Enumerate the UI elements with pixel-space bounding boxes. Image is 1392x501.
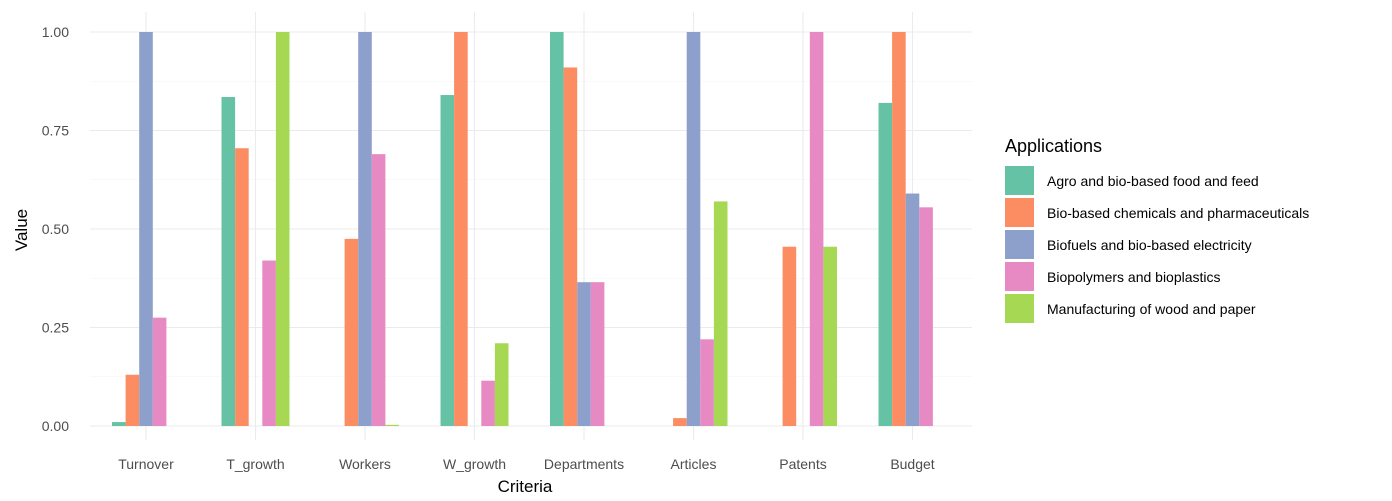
bar [112,422,126,426]
legend-swatch [1005,262,1034,291]
bar [713,201,728,426]
y-axis-title: Value [12,209,31,251]
x-tick-label: Departments [544,456,624,472]
bar [221,97,236,426]
x-axis-ticks: Turnover T_growth Workers W_growth Departmen… [118,456,935,472]
x-tick-label: Budget [890,456,934,472]
legend-title: Applications [1005,136,1102,156]
x-axis-title: Criteria [498,477,553,496]
bar [809,32,824,426]
bars [112,32,933,427]
y-axis-ticks: 0.00 0.25 0.50 0.75 1.00 [42,24,69,434]
bar [481,380,495,426]
legend: Applications Agro and bio-based food and… [1005,136,1309,323]
bar [358,32,372,426]
bar [590,282,605,426]
bar [686,32,701,426]
bar [235,148,249,427]
y-tick-label: 1.00 [42,24,69,40]
legend-label: Bio-based chemicals and pharmaceuticals [1047,205,1309,221]
bar [344,238,359,426]
legend-swatch [1005,198,1034,227]
legend-label: Agro and bio-based food and feed [1047,173,1259,189]
bar [919,207,933,426]
bar [892,32,906,426]
legend-swatch [1005,294,1034,323]
bar [262,260,276,426]
x-tick-label: Patents [779,456,826,472]
legend-label: Biofuels and bio-based electricity [1047,237,1252,253]
bar [385,424,399,426]
bar [550,32,564,426]
bar [494,343,509,426]
x-tick-label: W_growth [443,456,506,472]
bar [823,246,837,426]
legend-swatch [1005,166,1034,195]
bar [371,154,386,426]
y-tick-label: 0.00 [42,418,69,434]
bar [878,102,893,427]
bar [577,282,591,426]
bar [275,32,290,426]
x-tick-label: Turnover [118,456,174,472]
bar [454,32,468,426]
bar [700,339,714,426]
bar [152,317,167,426]
legend-label: Manufacturing of wood and paper [1047,301,1256,317]
y-tick-label: 0.25 [42,320,69,336]
x-tick-label: T_growth [226,456,284,472]
bar [440,95,455,426]
bar [905,193,920,426]
x-tick-label: Articles [671,456,717,472]
bar [673,418,687,426]
legend-label: Biopolymers and bioplastics [1047,269,1221,285]
bar [125,374,140,426]
legend-items: Agro and bio-based food and feed Bio-base… [1005,166,1309,323]
bar [139,32,153,426]
y-tick-label: 0.50 [42,221,69,237]
bar [782,246,797,426]
bar [563,67,578,427]
x-tick-label: Workers [339,456,391,472]
legend-swatch [1005,230,1034,259]
y-tick-label: 0.75 [42,123,69,139]
